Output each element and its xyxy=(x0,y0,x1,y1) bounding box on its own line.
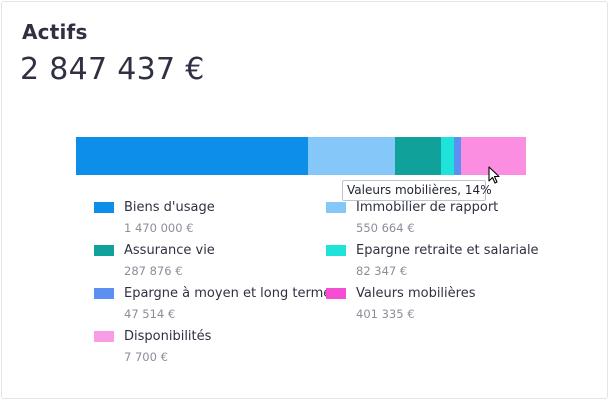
legend-value: 401 335 € xyxy=(356,307,415,321)
bar-segment-4[interactable] xyxy=(453,137,462,175)
legend-label: Valeurs mobilières xyxy=(356,286,476,301)
legend-label: Epargne à moyen et long terme xyxy=(124,286,332,301)
legend-label: Biens d'usage xyxy=(124,200,215,215)
legend-label: Immobilier de rapport xyxy=(356,200,499,215)
legend-value: 1 470 000 € xyxy=(124,221,194,235)
bar-segment-2[interactable] xyxy=(395,137,441,175)
bar-segment-0[interactable] xyxy=(76,137,309,175)
legend-swatch xyxy=(94,245,114,256)
total-amount: 2 847 437 € xyxy=(20,52,205,87)
legend-value: 7 700 € xyxy=(124,350,168,364)
bar-segment-5[interactable] xyxy=(461,137,525,175)
legend-swatch xyxy=(94,288,114,299)
legend-value: 82 347 € xyxy=(356,264,408,278)
bar-segment-1[interactable] xyxy=(308,137,396,175)
stacked-bar xyxy=(76,137,526,175)
bar-segment-6[interactable] xyxy=(524,137,526,175)
legend-swatch xyxy=(326,202,346,213)
legend-value: 47 514 € xyxy=(124,307,176,321)
chart-tooltip: Valeurs mobilières, 14% xyxy=(342,180,492,201)
legend-value: 287 876 € xyxy=(124,264,183,278)
legend-label: Epargne retraite et salariale xyxy=(356,243,539,258)
legend-swatch xyxy=(326,288,346,299)
legend-label: Assurance vie xyxy=(124,243,215,258)
mouse-pointer-icon xyxy=(488,166,500,184)
legend-swatch xyxy=(94,202,114,213)
bar-segment-3[interactable] xyxy=(440,137,454,175)
legend-swatch xyxy=(94,331,114,342)
legend-label: Disponibilités xyxy=(124,329,212,344)
legend-value: 550 664 € xyxy=(356,221,415,235)
card-title: Actifs xyxy=(22,20,88,44)
legend-swatch xyxy=(326,245,346,256)
